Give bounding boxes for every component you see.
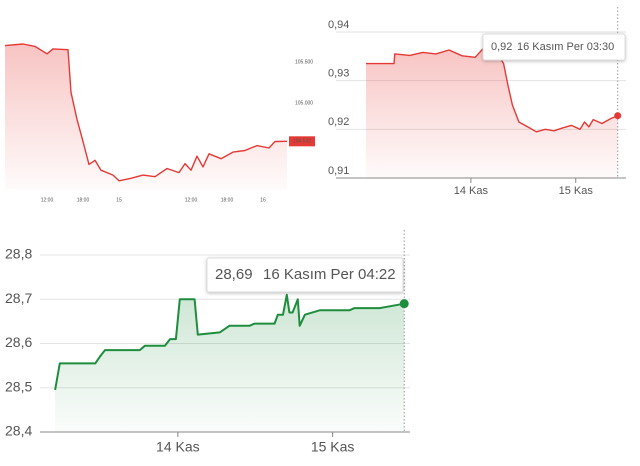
tooltip-date: 16 Kasım Per 03:30 [517, 41, 614, 53]
y-tick-label: 0,91 [328, 165, 349, 177]
area [366, 47, 618, 178]
x-tick-label: 15 Kas [559, 185, 594, 197]
line [54, 293, 405, 391]
current-value-label: 104.532 [293, 139, 311, 145]
x-tick-label: 12:00 [185, 197, 198, 203]
tooltip-value: 0,92 [491, 41, 512, 53]
y-tick-label: 105.000 [295, 100, 313, 106]
hover-dot [399, 299, 409, 309]
x-tick-label: 14 Kas [156, 439, 200, 455]
y-tick-label: 28,7 [5, 290, 32, 306]
line [366, 46, 618, 133]
current-value-tag [289, 136, 315, 147]
line [4, 43, 288, 182]
y-tick-label: 105.500 [295, 59, 313, 65]
area [5, 44, 287, 189]
area [55, 294, 405, 432]
y-tick-label: 0,92 [328, 116, 349, 128]
hover-dot [614, 112, 622, 120]
x-tick-label: 16 [260, 197, 266, 203]
x-tick-label: 14 Kas [454, 185, 489, 197]
x-tick-label: 12:00 [41, 197, 54, 203]
x-tick-label: 15 Kas [311, 439, 355, 455]
tooltip [206, 257, 404, 293]
y-tick-label: 28,4 [5, 423, 32, 439]
y-tick-label: 0,93 [328, 68, 349, 80]
x-tick-label: 18:00 [77, 197, 90, 203]
y-tick-label: 0,94 [328, 19, 349, 31]
x-tick-label: 15 [116, 197, 122, 203]
x-tick-label: 18:00 [221, 197, 234, 203]
y-tick-label: 28,5 [5, 378, 32, 394]
y-tick-label: 28,8 [5, 246, 32, 262]
tooltip-value: 28,69 [215, 266, 253, 283]
tooltip [482, 33, 626, 61]
tooltip-date: 16 Kasım Per 04:22 [263, 266, 396, 283]
y-tick-label: 28,6 [5, 334, 32, 350]
